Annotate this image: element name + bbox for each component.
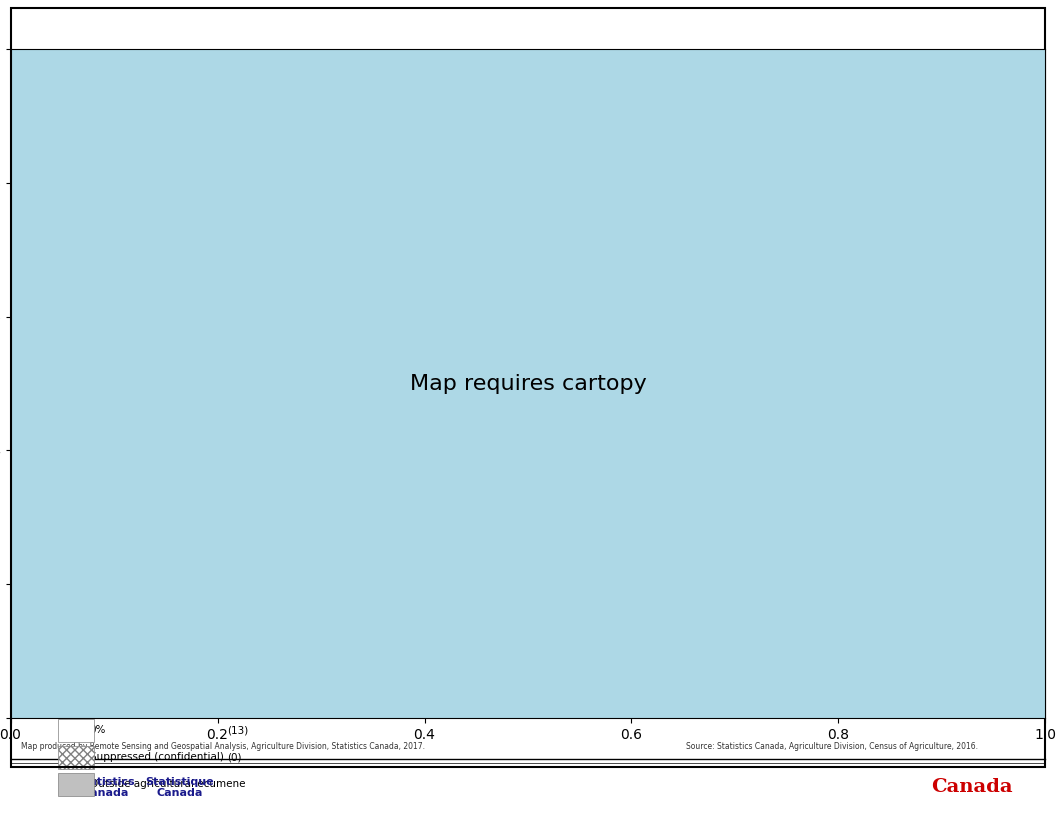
Bar xyxy=(401,691,425,706)
Text: National
average
7.85%: National average 7.85% xyxy=(11,592,52,625)
Text: > 7% to 9%: > 7% to 9% xyxy=(90,645,152,654)
Text: Canada: Canada xyxy=(930,778,1013,796)
Bar xyxy=(58,584,94,607)
Bar xyxy=(58,665,94,688)
Text: > 5% to 7%: > 5% to 7% xyxy=(90,672,152,681)
Bar xyxy=(58,611,94,634)
Text: Statistique
Canada: Statistique Canada xyxy=(146,777,213,798)
Text: National capital: National capital xyxy=(420,606,503,616)
Text: Statistics
Canada: Statistics Canada xyxy=(76,777,135,798)
Text: Suppressed (confidential): Suppressed (confidential) xyxy=(90,752,224,762)
Text: Proportion of farms reporting employees: Proportion of farms reporting employees xyxy=(154,91,437,105)
Text: (52): (52) xyxy=(227,698,248,708)
Bar xyxy=(58,638,94,661)
Text: Source: Statistics Canada, Agriculture Division, Census of Agriculture, 2016.: Source: Statistics Canada, Agriculture D… xyxy=(686,742,979,752)
Text: (52): (52) xyxy=(227,645,248,654)
Bar xyxy=(401,606,414,616)
Bar xyxy=(58,719,94,742)
Text: 0%: 0% xyxy=(90,725,107,735)
Text: Provincial and territorial
boundary: Provincial and territorial boundary xyxy=(433,688,559,709)
Text: paid on a year-round basis (part-time): paid on a year-round basis (part-time) xyxy=(164,123,428,138)
Bar xyxy=(401,663,425,677)
Text: Number of CDs: Number of CDs xyxy=(145,565,225,575)
Text: Map requires cartopy: Map requires cartopy xyxy=(410,374,646,393)
Text: Provincial and territorial
capital: Provincial and territorial capital xyxy=(420,628,546,649)
Text: Outside agricultural ecumene: Outside agricultural ecumene xyxy=(90,779,245,789)
Text: > 9% to 13%: > 9% to 13% xyxy=(90,618,158,628)
Text: > 13% to 29%: > 13% to 29% xyxy=(90,591,165,601)
Bar xyxy=(58,746,94,769)
Text: CANADA: CANADA xyxy=(243,55,348,75)
Bar xyxy=(58,773,94,796)
Text: by census division (CD), 2015: by census division (CD), 2015 xyxy=(192,156,399,171)
Text: (0): (0) xyxy=(227,752,242,762)
Text: Census division boundary: Census division boundary xyxy=(433,665,567,675)
Bar xyxy=(0,759,1056,816)
Bar xyxy=(401,635,412,643)
Text: (36): (36) xyxy=(227,591,248,601)
Text: (13): (13) xyxy=(227,725,248,735)
Text: > 1% to 5%: > 1% to 5% xyxy=(90,698,152,708)
Bar xyxy=(58,692,94,715)
Text: (60): (60) xyxy=(227,618,248,628)
Text: (65): (65) xyxy=(227,672,248,681)
Text: Map produced by Remote Sensing and Geospatial Analysis, Agriculture Division, St: Map produced by Remote Sensing and Geosp… xyxy=(21,742,426,752)
